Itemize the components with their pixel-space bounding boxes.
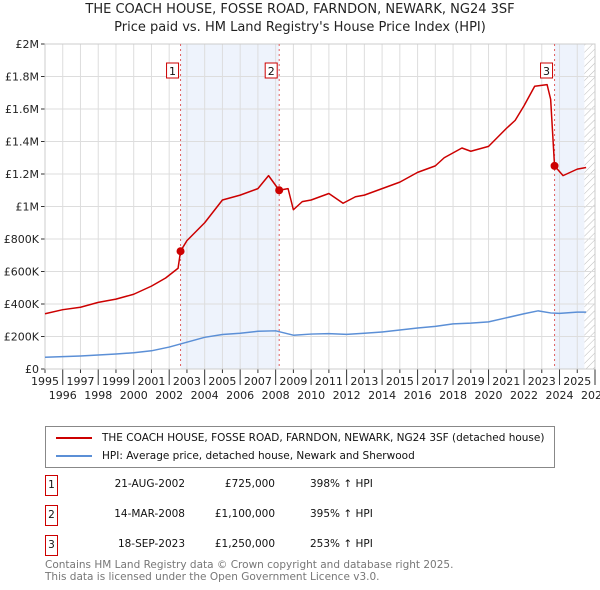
- plot-frame: [44, 43, 596, 370]
- x-tick-label: 2012: [333, 389, 361, 402]
- x-tick-label: 2016: [404, 389, 432, 402]
- x-tick-label: 2018: [439, 389, 467, 402]
- x-tick-label: 2020: [475, 389, 503, 402]
- x-tick-label: 2014: [368, 389, 396, 402]
- x-tick-label: 2021: [492, 375, 520, 388]
- y-tick-label: £800K: [4, 233, 40, 246]
- x-tick-label: 2015: [386, 375, 414, 388]
- x-tick-label: 2002: [155, 389, 183, 402]
- x-tick-label: 2024: [546, 389, 574, 402]
- sale-price: £725,000: [224, 478, 275, 490]
- sale-label: 2: [268, 65, 275, 78]
- y-tick-label: £2M: [16, 38, 40, 51]
- x-tick-label: 2019: [457, 375, 485, 388]
- x-tick-label: 2000: [120, 389, 148, 402]
- y-tick-label: £1.6M: [5, 103, 39, 116]
- x-tick-label: 1997: [66, 375, 94, 388]
- x-tick-label: 2009: [279, 375, 307, 388]
- x-tick-label: 2008: [262, 389, 290, 402]
- y-tick-label: £0: [25, 363, 39, 376]
- legend-label: HPI: Average price, detached house, Newa…: [102, 450, 415, 462]
- footer: Contains HM Land Registry data © Crown c…: [45, 559, 453, 583]
- sale-row: 2 14-MAR-2008 £1,100,000 395% ↑ HPI: [45, 505, 600, 526]
- sale-point: [176, 247, 185, 256]
- legend-item-hpi: HPI: Average price, detached house, Newa…: [56, 448, 415, 464]
- sale-point: [275, 186, 284, 195]
- sale-hpi-change: 253% ↑ HPI: [310, 538, 373, 550]
- chart-title: THE COACH HOUSE, FOSSE ROAD, FARNDON, NE…: [85, 2, 515, 17]
- x-tick-label: 1995: [31, 375, 59, 388]
- property-price-line: [44, 83, 587, 315]
- sale-marker-badge: 3: [45, 535, 58, 556]
- sale-hpi-change: 395% ↑ HPI: [310, 508, 373, 520]
- sale-label-box: [166, 62, 180, 79]
- legend-item-property: THE COACH HOUSE, FOSSE ROAD, FARNDON, NE…: [56, 430, 544, 446]
- y-tick-label: £1.4M: [5, 136, 39, 149]
- y-tick-label: £1.2M: [5, 168, 39, 181]
- sale-price: £1,100,000: [214, 508, 275, 520]
- sale-date: 14-MAR-2008: [114, 508, 185, 520]
- y-tick-label: £400K: [4, 298, 40, 311]
- y-tick-label: £1.8M: [5, 71, 39, 84]
- sale-label-box: [540, 62, 554, 79]
- x-tick-label: 1999: [102, 375, 130, 388]
- x-tick-label: 2026: [581, 389, 600, 402]
- chart-subtitle: Price paid vs. HM Land Registry's House …: [114, 20, 486, 35]
- legend: THE COACH HOUSE, FOSSE ROAD, FARNDON, NE…: [45, 426, 555, 468]
- x-tick-label: 1996: [49, 389, 77, 402]
- y-tick-label: £200K: [4, 331, 40, 344]
- x-tick-label: 2007: [244, 375, 272, 388]
- sale-label: 3: [543, 65, 550, 78]
- sale-date: 18-SEP-2023: [117, 538, 185, 550]
- x-tick-label: 2001: [137, 375, 165, 388]
- sale-hpi-change: 398% ↑ HPI: [310, 478, 373, 490]
- footer-copyright: Contains HM Land Registry data © Crown c…: [45, 559, 454, 571]
- x-tick-label: 2006: [226, 389, 254, 402]
- y-tick-label: £1M: [16, 201, 40, 214]
- sale-label-box: [264, 62, 278, 79]
- sale-point: [550, 161, 559, 170]
- x-tick-label: 1998: [84, 389, 112, 402]
- sale-date: 21-AUG-2002: [114, 478, 185, 490]
- x-tick-label: 2017: [421, 375, 449, 388]
- sale-label: 1: [169, 65, 176, 78]
- x-tick-label: 2010: [297, 389, 325, 402]
- y-tick-label: £600K: [4, 266, 40, 279]
- sale-price: £1,250,000: [214, 538, 275, 550]
- sale-marker-badge: 1: [45, 475, 58, 496]
- sale-row: 1 21-AUG-2002 £725,000 398% ↑ HPI: [45, 475, 600, 496]
- legend-blue-line: [56, 455, 92, 457]
- x-tick-label: 2011: [315, 375, 343, 388]
- x-tick-label: 2013: [350, 375, 378, 388]
- sale-marker-badge: 2: [45, 505, 58, 526]
- legend-red-line: [56, 437, 92, 439]
- x-tick-label: 2022: [510, 389, 538, 402]
- price-chart: 1995199619971998199920002001200220032004…: [4, 38, 600, 402]
- x-tick-label: 2005: [208, 375, 236, 388]
- footer-licence: This data is licensed under the Open Gov…: [45, 571, 380, 583]
- x-tick-label: 2023: [528, 375, 556, 388]
- hpi-line: [44, 310, 587, 359]
- sale-row: 3 18-SEP-2023 £1,250,000 253% ↑ HPI: [45, 535, 600, 556]
- x-tick-label: 2025: [563, 375, 591, 388]
- legend-label: THE COACH HOUSE, FOSSE ROAD, FARNDON, NE…: [102, 432, 545, 444]
- x-tick-label: 2004: [191, 389, 219, 402]
- x-tick-label: 2003: [173, 375, 201, 388]
